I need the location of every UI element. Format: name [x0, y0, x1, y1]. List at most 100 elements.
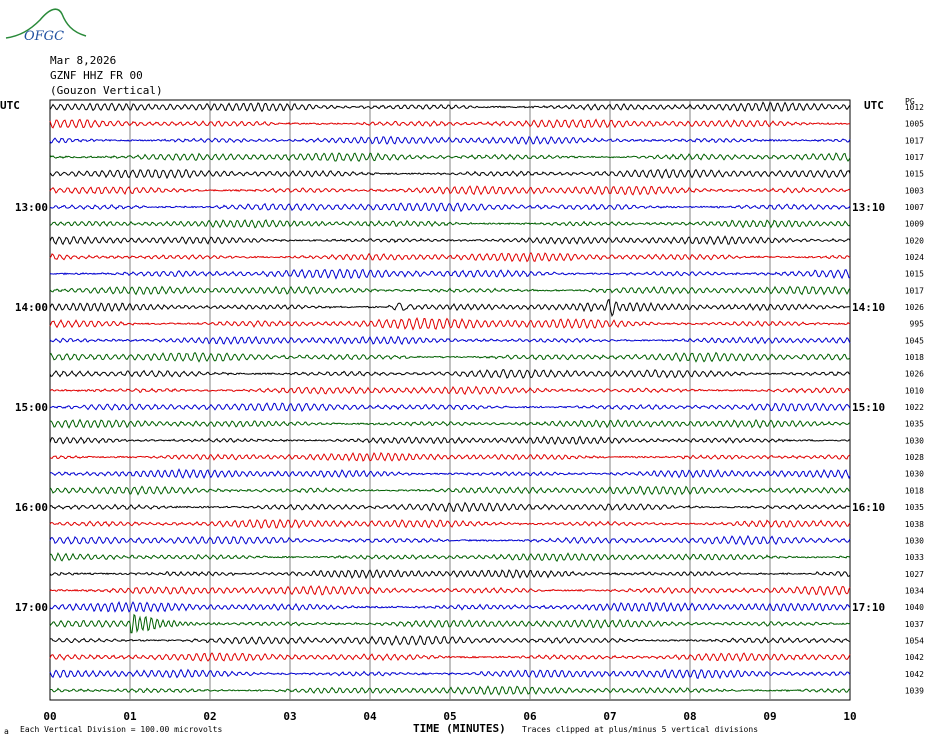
trace-line-3: [49, 152, 851, 163]
trace-line-27: [49, 552, 851, 562]
x-tick-label: 09: [763, 710, 776, 723]
pg-value: 995: [910, 320, 925, 329]
right-time-label: 16:10: [852, 501, 885, 514]
x-tick-label: 00: [43, 710, 56, 723]
pg-column-header: PG: [905, 97, 915, 106]
trace-line-18: [49, 402, 851, 412]
pg-value: 1005: [905, 120, 924, 129]
right-time-label: 17:10: [852, 601, 885, 614]
right-time-label: 14:10: [852, 301, 885, 314]
station-label: GZNF HHZ FR 00: [50, 69, 143, 82]
trace-line-11: [49, 285, 851, 296]
trace-line-16: [49, 368, 851, 379]
trace-line-31: [49, 613, 851, 634]
trace-line-8: [49, 235, 851, 246]
trace-line-24: [49, 501, 851, 513]
corner-mark: a: [4, 727, 9, 736]
left-time-label: 14:00: [15, 301, 48, 314]
trace-line-28: [49, 569, 851, 580]
right-time-label: 15:10: [852, 401, 885, 414]
x-tick-label: 10: [843, 710, 856, 723]
left-time-label: 16:00: [15, 501, 48, 514]
pg-value: 1015: [905, 170, 924, 179]
left-time-label: 17:00: [15, 601, 48, 614]
seismic-traces: [49, 101, 851, 696]
right-time-label: 13:10: [852, 201, 885, 214]
pg-value: 1022: [905, 403, 924, 412]
pg-value: 1038: [905, 520, 924, 529]
pg-value: 1035: [905, 503, 924, 512]
division-note: Each Vertical Division = 100.00 microvol…: [20, 725, 222, 734]
trace-line-6: [49, 202, 851, 213]
x-axis-ticks: 00 01 02 03 04 05 06 07 08 09 10: [43, 710, 856, 723]
right-time-labels: 13:10 14:10 15:10 16:10 17:10: [852, 201, 885, 614]
trace-line-15: [49, 351, 851, 363]
x-tick-label: 01: [123, 710, 137, 723]
trace-line-0: [49, 101, 851, 113]
pg-value: 1015: [905, 270, 924, 279]
pg-value: 1030: [905, 470, 924, 479]
right-utc-label: UTC: [864, 99, 884, 112]
pg-value: 1034: [905, 586, 924, 595]
minute-gridlines: [129, 100, 771, 700]
station-name-label: (Gouzon Vertical): [50, 84, 163, 97]
left-time-labels: 13:00 14:00 15:00 16:00 17:00: [15, 201, 48, 614]
pg-value: 1003: [905, 186, 924, 195]
pg-value: 1042: [905, 670, 924, 679]
pg-value: 1028: [905, 453, 924, 462]
pg-value: 1018: [905, 353, 924, 362]
x-tick-label: 05: [443, 710, 456, 723]
pg-value: 1012: [905, 103, 924, 112]
pg-value: 1037: [905, 620, 924, 629]
pg-value: 1017: [905, 286, 924, 295]
left-time-label: 15:00: [15, 401, 48, 414]
pg-value: 1030: [905, 536, 924, 545]
trace-line-35: [49, 685, 850, 696]
pg-value: 1030: [905, 436, 924, 445]
trace-line-19: [49, 418, 851, 429]
trace-line-1: [49, 118, 851, 129]
pg-value: 1027: [905, 570, 924, 579]
trace-line-33: [49, 652, 851, 663]
x-tick-label: 07: [603, 710, 616, 723]
pg-value: 1024: [905, 253, 924, 262]
x-tick-label: 08: [683, 710, 696, 723]
trace-line-17: [49, 385, 851, 396]
trace-line-29: [49, 585, 851, 597]
pg-value: 1026: [905, 370, 924, 379]
trace-line-13: [49, 317, 851, 331]
pg-value: 1010: [905, 386, 924, 395]
trace-line-34: [49, 668, 851, 680]
trace-line-7: [49, 219, 851, 229]
trace-line-22: [49, 468, 851, 480]
pg-value: 1054: [905, 636, 924, 645]
left-time-label: 13:00: [15, 201, 48, 214]
x-tick-label: 06: [523, 710, 537, 723]
trace-line-20: [49, 435, 851, 446]
clip-note: Traces clipped at plus/minus 5 vertical …: [522, 725, 758, 734]
trace-line-4: [49, 168, 851, 180]
trace-line-5: [49, 185, 851, 196]
pg-value: 1017: [905, 153, 924, 162]
pg-value: 1039: [905, 686, 924, 695]
pg-value: 1042: [905, 653, 924, 662]
pg-value: 1026: [905, 303, 924, 312]
trace-line-9: [49, 252, 851, 263]
trace-line-10: [49, 268, 851, 280]
x-tick-label: 03: [283, 710, 296, 723]
trace-line-25: [49, 518, 851, 529]
x-axis-title: TIME (MINUTES): [413, 722, 506, 735]
ofgc-logo: OFGC: [5, 8, 87, 44]
x-tick-label: 02: [203, 710, 216, 723]
trace-line-32: [49, 635, 851, 646]
date-label: Mar 8,2026: [50, 54, 116, 67]
pg-value: 1017: [905, 136, 924, 145]
pg-value: 1035: [905, 420, 924, 429]
pg-values: 1012 1005 1017 1017 1015 1003 1007 1009 1020 1024…: [905, 103, 924, 695]
pg-value: 1007: [905, 203, 924, 212]
pg-value: 1020: [905, 236, 924, 245]
trace-line-14: [49, 335, 851, 346]
x-tick-label: 04: [363, 710, 377, 723]
